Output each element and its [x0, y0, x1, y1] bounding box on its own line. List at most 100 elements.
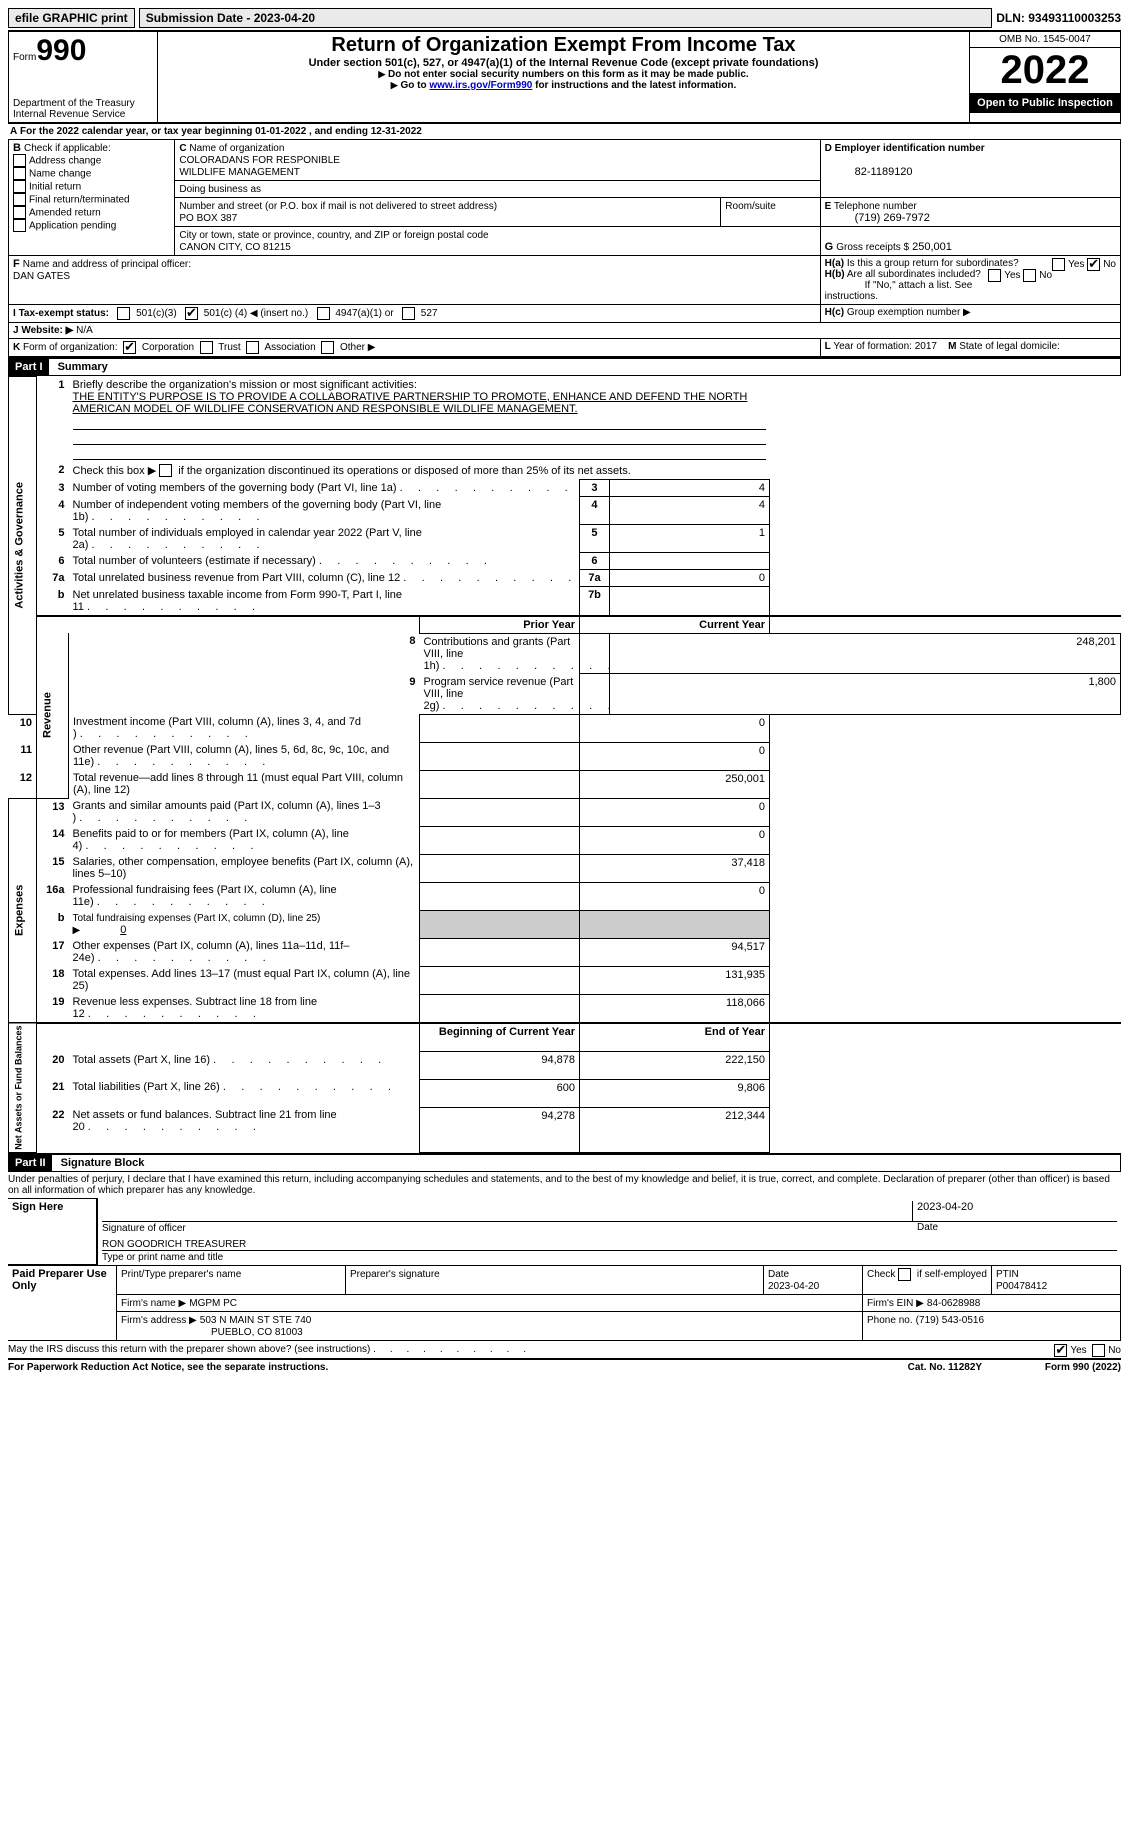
header-info-table: B Check if applicable: Address change Na…: [8, 139, 1121, 357]
signature-table: Sign Here 2023-04-20 Signature of office…: [8, 1198, 1121, 1265]
dln-label: DLN: 93493110003253: [996, 11, 1121, 25]
f-label: Name and address of principal officer:: [23, 259, 191, 270]
gross-receipts: 250,001: [912, 241, 952, 253]
checkbox-name-change[interactable]: [13, 167, 26, 180]
d-label: Employer identification number: [835, 143, 985, 154]
form-word: Form: [13, 52, 36, 63]
checkbox-address-change[interactable]: [13, 154, 26, 167]
firm-ein-label: Firm's EIN ▶: [867, 1298, 924, 1309]
ha-label: Is this a group return for subordinates?: [847, 258, 1019, 269]
open-public-inspection: Open to Public Inspection: [970, 93, 1120, 113]
checkbox-hb-yes[interactable]: [988, 269, 1001, 282]
side-activities-governance: Activities & Governance: [9, 377, 37, 715]
checkbox-app-pending[interactable]: [13, 219, 26, 232]
checkbox-assoc[interactable]: [246, 341, 259, 354]
ptin-label: PTIN: [996, 1269, 1019, 1280]
checkbox-4947[interactable]: [317, 307, 330, 320]
officer-printed-name: RON GOODRICH TREASURER: [102, 1239, 246, 1250]
ptin-value: P00478412: [996, 1281, 1047, 1292]
city-value: CANON CITY, CO 81215: [179, 242, 291, 253]
prep-name-label: Print/Type preparer's name: [121, 1269, 241, 1280]
org-name-1: COLORADANS FOR RESPONIBLE: [179, 155, 340, 166]
checkbox-501c[interactable]: [185, 307, 198, 320]
checkbox-discontinued[interactable]: [159, 464, 172, 477]
firm-name: MGPM PC: [189, 1298, 237, 1309]
type-print-label: Type or print name and title: [102, 1252, 223, 1263]
hb-label: Are all subordinates included?: [847, 269, 981, 280]
firm-addr2: PUEBLO, CO 81003: [121, 1327, 303, 1338]
prep-date: 2023-04-20: [768, 1281, 819, 1292]
paid-preparer-label: Paid Preparer Use Only: [8, 1266, 117, 1341]
footer: For Paperwork Reduction Act Notice, see …: [8, 1360, 1121, 1373]
checkbox-self-employed[interactable]: [898, 1268, 911, 1281]
l1-label: Briefly describe the organization's miss…: [73, 379, 417, 391]
omb-number: OMB No. 1545-0047: [970, 32, 1120, 48]
side-revenue: Revenue: [37, 633, 69, 798]
preparer-table: Paid Preparer Use Only Print/Type prepar…: [8, 1265, 1121, 1341]
arrow-icon: [391, 80, 398, 91]
officer-name: DAN GATES: [13, 271, 70, 282]
checkbox-final-return[interactable]: [13, 193, 26, 206]
checkbox-initial-return[interactable]: [13, 180, 26, 193]
submission-date: Submission Date - 2023-04-20: [139, 8, 993, 28]
side-expenses: Expenses: [9, 798, 37, 1023]
checkbox-trust[interactable]: [200, 341, 213, 354]
mission-text: THE ENTITY'S PURPOSE IS TO PROVIDE A COL…: [73, 391, 748, 415]
checkbox-amended[interactable]: [13, 206, 26, 219]
checkbox-ha-yes[interactable]: [1052, 258, 1065, 271]
checkbox-other[interactable]: [321, 341, 334, 354]
l-label: Year of formation:: [833, 341, 912, 352]
dba-label: Doing business as: [179, 184, 261, 195]
checkbox-discuss-yes[interactable]: [1054, 1344, 1067, 1357]
may-irs-discuss: May the IRS discuss this return with the…: [8, 1341, 1121, 1360]
part2-header: Part II Signature Block: [8, 1153, 1121, 1172]
hc-label: Group exemption number ▶: [847, 307, 971, 318]
checkbox-hb-no[interactable]: [1023, 269, 1036, 282]
arrow-icon: [378, 69, 385, 80]
j-label: Website: ▶: [21, 325, 73, 336]
k-label: Form of organization:: [23, 342, 118, 353]
paperwork-notice: For Paperwork Reduction Act Notice, see …: [8, 1362, 845, 1373]
ein-value: 82-1189120: [825, 166, 913, 178]
addr-label: Number and street (or P.O. box if mail i…: [179, 201, 497, 212]
checkbox-ha-no[interactable]: [1087, 258, 1100, 271]
firm-addr1: 503 N MAIN ST STE 740: [200, 1315, 312, 1326]
part1-header: Part I Summary: [8, 357, 1121, 376]
irs-label: Internal Revenue Service: [13, 109, 153, 120]
efile-print-button[interactable]: efile GRAPHIC print: [8, 8, 135, 28]
title-block: Form990 Department of the Treasury Inter…: [8, 30, 1121, 123]
firm-phone-label: Phone no.: [867, 1315, 913, 1326]
firm-phone: (719) 543-0516: [916, 1315, 984, 1326]
firm-ein: 84-0628988: [927, 1298, 980, 1309]
l16b-value: 0: [80, 924, 166, 936]
date-label: Date: [917, 1222, 1117, 1233]
city-label: City or town, state or province, country…: [179, 230, 488, 241]
sign-here-label: Sign Here: [8, 1199, 97, 1265]
phone-value: (719) 269-7972: [825, 212, 930, 224]
cat-no: Cat. No. 11282Y: [845, 1362, 1045, 1373]
irs-link[interactable]: www.irs.gov/Form990: [429, 80, 532, 91]
top-bar: efile GRAPHIC print Submission Date - 20…: [8, 8, 1121, 28]
addr-value: PO BOX 387: [179, 213, 237, 224]
year-formation: 2017: [915, 341, 937, 352]
e-label: Telephone number: [834, 201, 917, 212]
firm-name-label: Firm's name ▶: [121, 1298, 186, 1309]
note-goto-a: Go to: [400, 80, 429, 91]
org-name-2: WILDLIFE MANAGEMENT: [179, 167, 300, 178]
checkbox-527[interactable]: [402, 307, 415, 320]
part1-table: Activities & Governance 1 Briefly descri…: [8, 376, 1121, 1153]
note-goto-b: for instructions and the latest informat…: [532, 80, 736, 91]
firm-addr-label: Firm's address ▶: [121, 1315, 197, 1326]
form-subtitle: Under section 501(c), 527, or 4947(a)(1)…: [162, 57, 965, 69]
checkbox-501c3[interactable]: [117, 307, 130, 320]
perjury-declaration: Under penalties of perjury, I declare th…: [8, 1172, 1121, 1198]
checkbox-corp[interactable]: [123, 341, 136, 354]
checkbox-discuss-no[interactable]: [1092, 1344, 1105, 1357]
hb-note: If "No," attach a list. See instructions…: [825, 280, 973, 302]
tax-year: 2022: [970, 48, 1120, 93]
sig-date: 2023-04-20: [912, 1201, 1117, 1221]
m-label: State of legal domicile:: [959, 341, 1060, 352]
sig-officer-label: Signature of officer: [102, 1223, 186, 1234]
form-title: Return of Organization Exempt From Incom…: [162, 34, 965, 57]
i-label: Tax-exempt status:: [19, 308, 109, 319]
